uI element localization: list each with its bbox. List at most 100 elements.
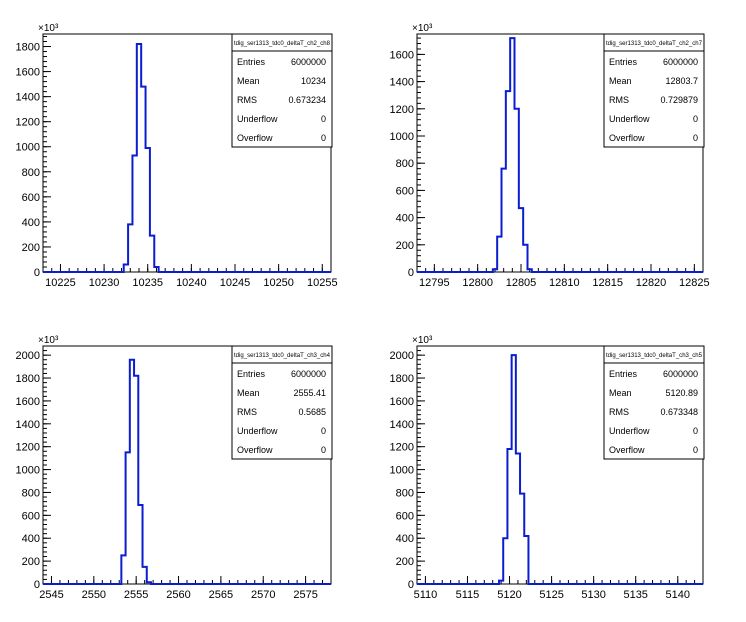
- stat-label: Mean: [609, 76, 632, 86]
- x-tick-label: 5115: [456, 589, 480, 601]
- stat-value: 0: [693, 114, 698, 124]
- stats-box: tdig_ser1313_tdc0_deltaT_ch2_ch7 Entries 6…: [603, 33, 705, 148]
- x-tick-label: 12810: [549, 277, 580, 289]
- stat-label: Mean: [237, 76, 260, 86]
- y-tick-label: 1000: [16, 465, 40, 477]
- stat-label: RMS: [609, 95, 629, 105]
- stat-label: Entries: [237, 369, 266, 379]
- y-tick-label: 0: [34, 267, 40, 279]
- stat-value: 5120.89: [665, 388, 698, 398]
- y-tick-label: 1200: [390, 104, 414, 116]
- y-tick-label: 1600: [16, 67, 40, 79]
- stat-value: 12803.7: [665, 76, 698, 86]
- stat-label: Overflow: [609, 445, 645, 455]
- y-tick-label: 0: [408, 579, 414, 591]
- x-tick-label: 5140: [666, 589, 690, 601]
- stat-label: Overflow: [609, 133, 645, 143]
- y-tick-label: 600: [22, 192, 40, 204]
- histogram-pad-3: 0 200 400 600 800 1000 1200 1400 1600 1800 2000 254…: [16, 335, 333, 601]
- histogram-pad-4: 0 200 400 600 800 1000 1200 1400 1600 1800 2000 511…: [390, 335, 705, 601]
- stat-value: 0: [693, 133, 698, 143]
- stats-box-frame: [603, 345, 705, 460]
- stat-value: 0.5685: [298, 407, 326, 417]
- stat-value: 6000000: [291, 57, 326, 67]
- stat-value: 0: [321, 133, 326, 143]
- x-tick-label: 2555: [124, 589, 148, 601]
- y-tick-label: 1000: [16, 142, 40, 154]
- x-tick-label: 10235: [132, 277, 163, 289]
- histogram-title: tdig_ser1313_tdc0_deltaT_ch3_ch4: [234, 353, 331, 359]
- x-tick-label: 12795: [419, 277, 450, 289]
- histogram-outline: [43, 358, 331, 585]
- y-tick-label: 1600: [16, 396, 40, 408]
- y-tick-label: 1400: [390, 419, 414, 431]
- stat-label: RMS: [609, 407, 629, 417]
- stat-value: 0.729879: [660, 95, 698, 105]
- stat-label: Entries: [237, 57, 266, 67]
- stat-label: Entries: [609, 57, 638, 67]
- y-tick-label: 400: [396, 213, 414, 225]
- stat-value: 0: [321, 114, 326, 124]
- stat-value: 0: [321, 445, 326, 455]
- y-tick-label: 1000: [390, 131, 414, 143]
- y-tick-label: 1800: [16, 373, 40, 385]
- stat-label: Mean: [609, 388, 632, 398]
- stats-box: tdig_ser1313_tdc0_deltaT_ch3_ch5 Entries 6…: [603, 345, 705, 460]
- stat-label: Underflow: [237, 426, 278, 436]
- stat-label: Underflow: [609, 114, 650, 124]
- y-multiplier-label: ×10³: [38, 335, 59, 346]
- stat-value: 0: [693, 445, 698, 455]
- y-tick-label: 200: [22, 556, 40, 568]
- y-tick-label: 1200: [390, 442, 414, 454]
- stat-value: 0.673234: [288, 95, 326, 105]
- histogram-pad-2: 0 200 400 600 800 1000 1200 1400 1600 12795 12800 1…: [390, 23, 710, 289]
- stat-value: 0: [693, 426, 698, 436]
- x-tick-label: 2550: [82, 589, 106, 601]
- y-tick-label: 1400: [16, 419, 40, 431]
- stat-label: RMS: [237, 95, 257, 105]
- stat-value: 2555.41: [293, 388, 326, 398]
- y-tick-label: 1200: [16, 442, 40, 454]
- x-tick-label: 5135: [623, 589, 647, 601]
- y-tick-label: 1600: [390, 49, 414, 61]
- y-tick-label: 1400: [16, 92, 40, 104]
- stats-box-frame: [231, 33, 333, 148]
- y-tick-label: 400: [22, 217, 40, 229]
- y-tick-label: 600: [396, 510, 414, 522]
- x-tick-label: 10240: [176, 277, 207, 289]
- x-tick-label: 10255: [307, 277, 338, 289]
- histogram-title: tdig_ser1313_tdc0_deltaT_ch2_ch8: [234, 41, 331, 47]
- y-multiplier-label: ×10³: [412, 23, 433, 34]
- stats-box-frame: [603, 33, 705, 148]
- y-tick-label: 0: [34, 579, 40, 591]
- y-tick-label: 400: [22, 533, 40, 545]
- stat-label: Overflow: [237, 133, 273, 143]
- histogram-title: tdig_ser1313_tdc0_deltaT_ch2_ch7: [606, 41, 703, 47]
- stats-box: tdig_ser1313_tdc0_deltaT_ch3_ch4 Entries 6…: [231, 345, 333, 460]
- x-tick-label: 10250: [263, 277, 294, 289]
- stats-box-frame: [231, 345, 333, 460]
- y-tick-label: 1400: [390, 77, 414, 89]
- y-tick-label: 200: [396, 556, 414, 568]
- x-tick-label: 12825: [679, 277, 710, 289]
- y-tick-label: 800: [22, 167, 40, 179]
- stat-label: RMS: [237, 407, 257, 417]
- x-tick-label: 12800: [462, 277, 493, 289]
- histogram-pad-1: 0 200 400 600 800 1000 1200 1400 1600 1800 10225 10…: [16, 23, 338, 289]
- x-tick-label: 2570: [251, 589, 275, 601]
- stat-value: 6000000: [663, 57, 698, 67]
- y-tick-label: 1800: [390, 373, 414, 385]
- y-tick-label: 2000: [390, 350, 414, 362]
- stat-label: Mean: [237, 388, 260, 398]
- x-tick-label: 2565: [209, 589, 233, 601]
- y-tick-label: 2000: [16, 350, 40, 362]
- x-tick-label: 5110: [414, 589, 438, 601]
- x-tick-label: 10230: [89, 277, 120, 289]
- stat-label: Underflow: [609, 426, 650, 436]
- x-tick-label: 10245: [220, 277, 251, 289]
- stat-label: Underflow: [237, 114, 278, 124]
- histogram-outline: [417, 37, 703, 273]
- histogram-outline: [417, 354, 703, 585]
- x-tick-label: 5120: [497, 589, 521, 601]
- x-tick-label: 2545: [39, 589, 63, 601]
